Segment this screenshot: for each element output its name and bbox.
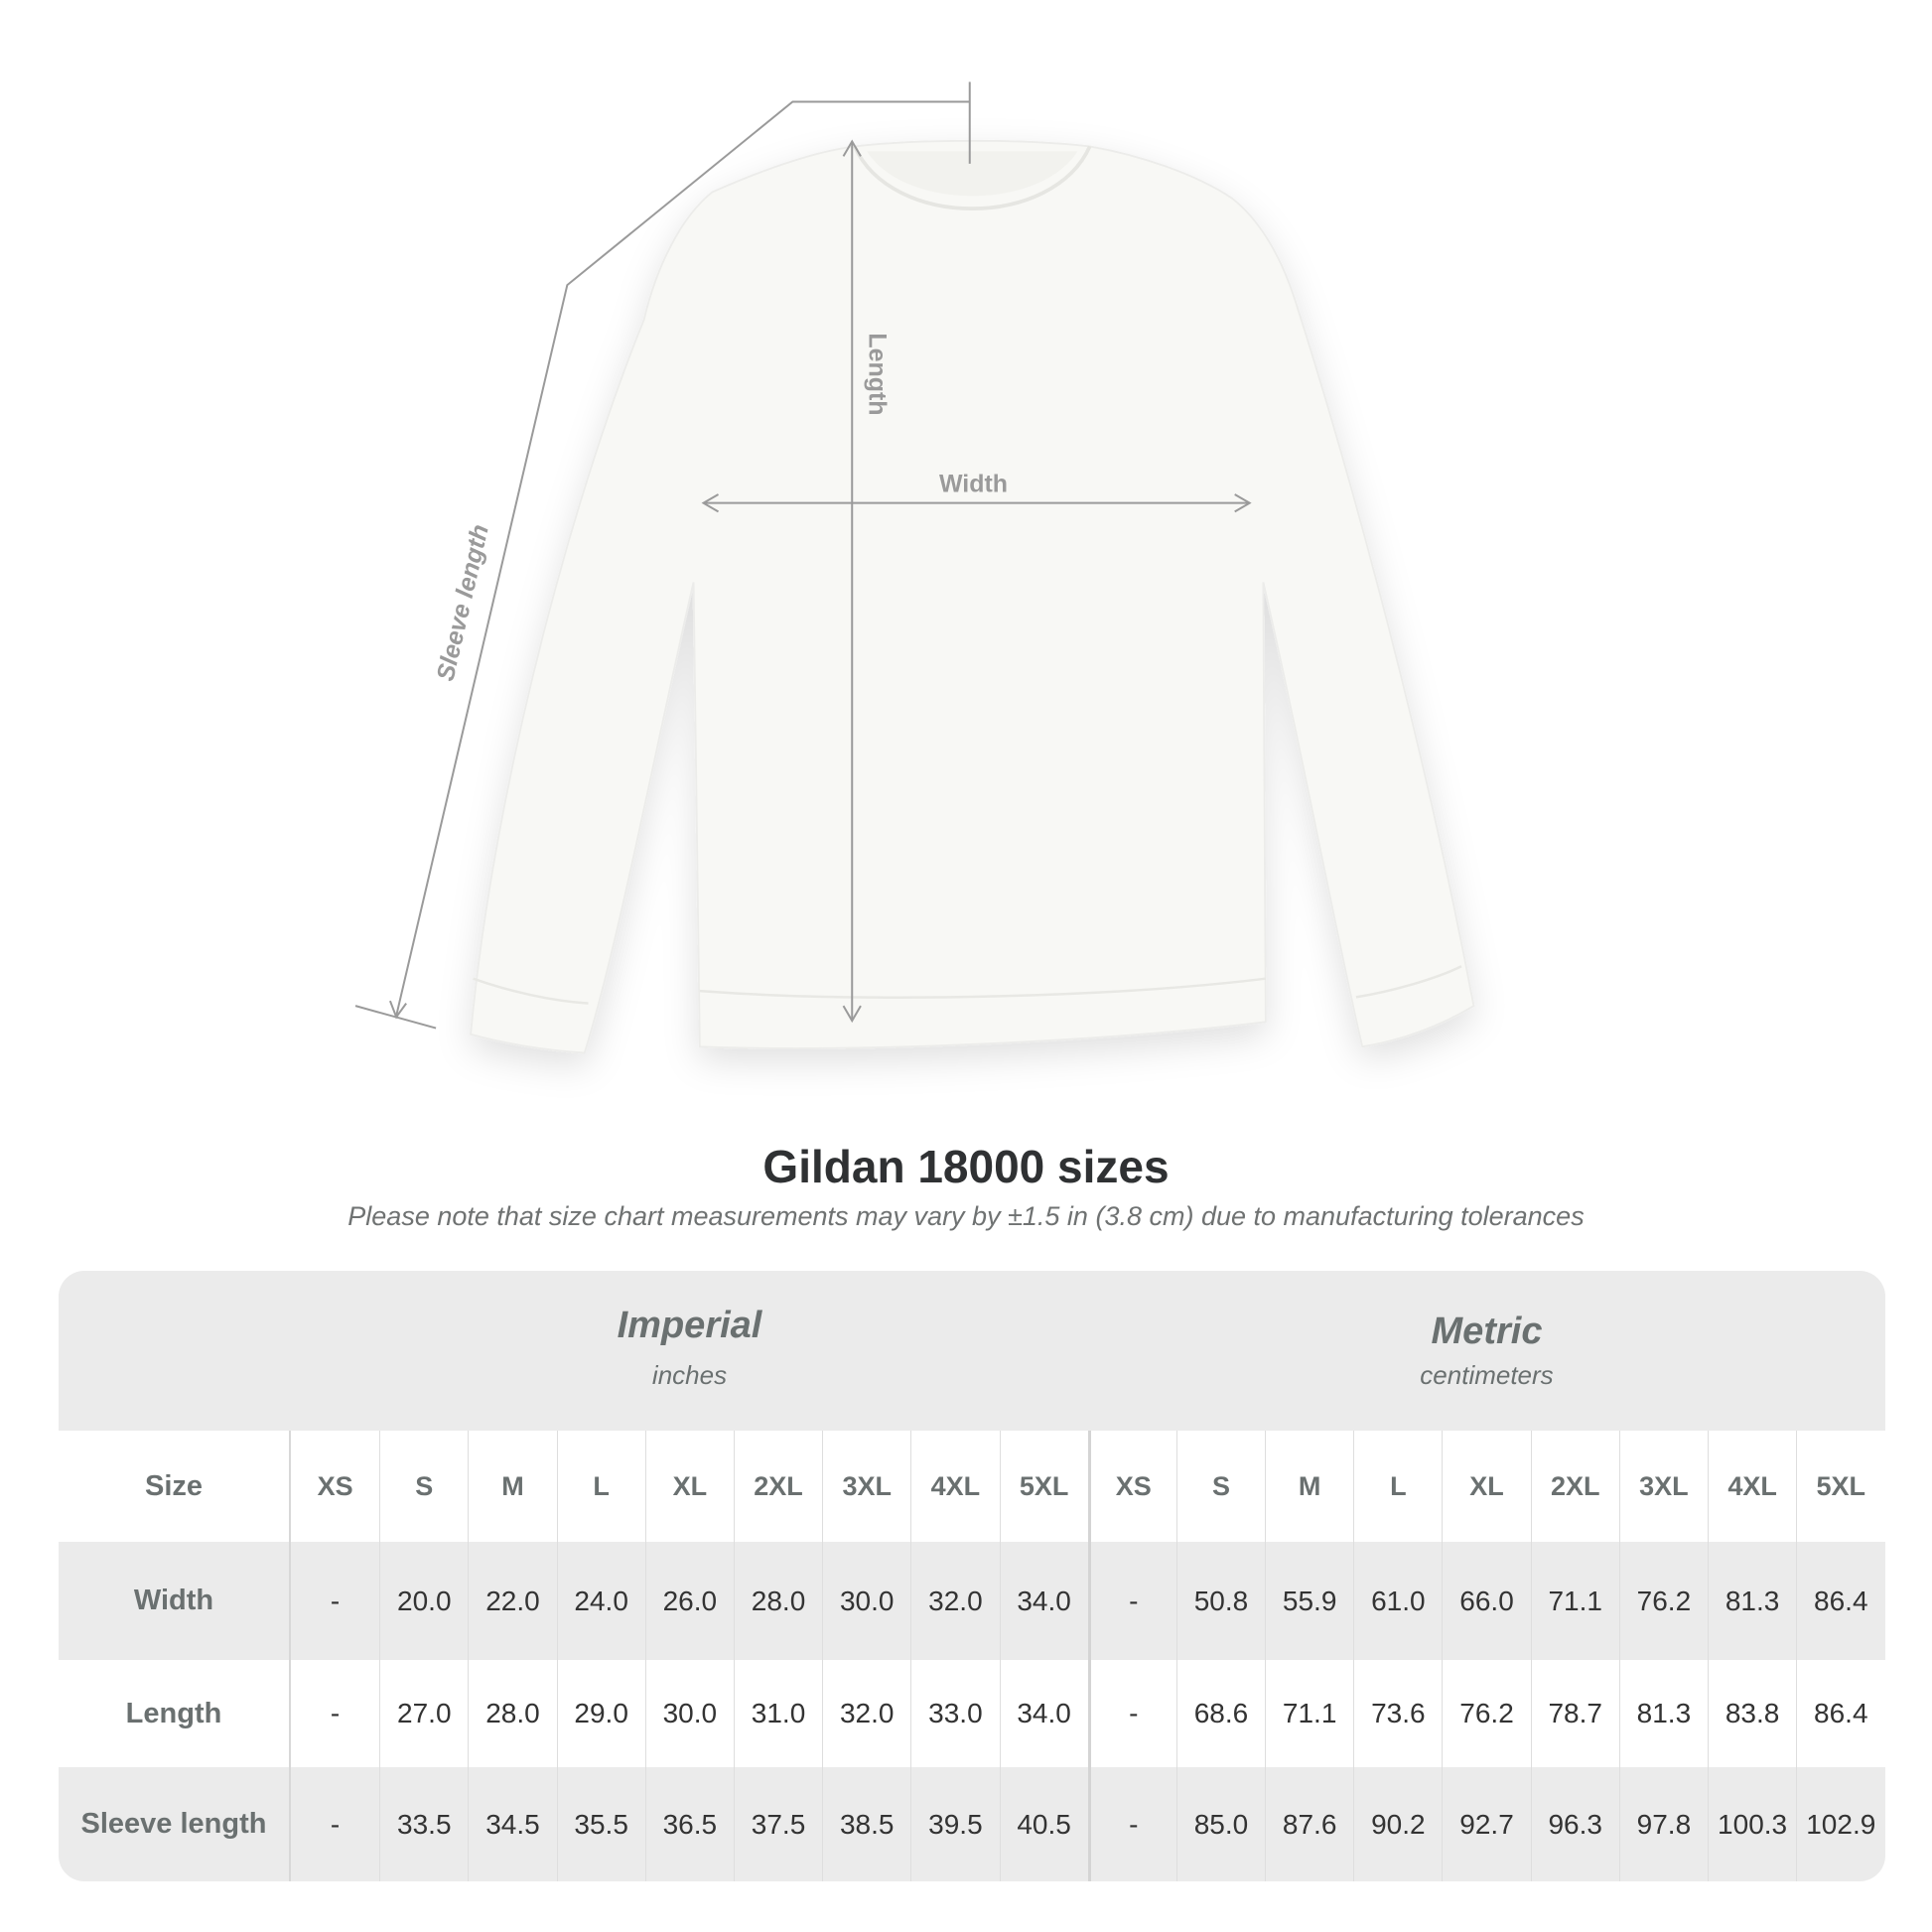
size-header-cell: 3XL (822, 1431, 910, 1542)
value-cell: 39.5 (910, 1767, 999, 1881)
header-band (59, 1271, 1885, 1431)
value-cell: 33.5 (379, 1767, 468, 1881)
size-header-row: Size XS S M L XL 2XL 3XL 4XL 5XL XS S M L XL 2XL 3XL 4XL 5… (59, 1431, 1885, 1542)
value-cell: 76.2 (1442, 1660, 1530, 1767)
value-cell: - (330, 1808, 341, 1840)
metric-header: Metric centimeters (1088, 1271, 1885, 1431)
size-header-cell: L (556, 1431, 645, 1542)
value-cell: 76.2 (1618, 1542, 1708, 1660)
table-row: Sleeve length - 33.5 34.5 35.5 36.5 37.5 38.5 39… (59, 1767, 1885, 1881)
value-cell: 90.2 (1353, 1767, 1442, 1881)
value-cell: 86.4 (1796, 1542, 1884, 1660)
value-cell: 71.1 (1530, 1542, 1619, 1660)
value-cell: 33.0 (910, 1660, 999, 1767)
metric-unit: centimeters (1420, 1360, 1554, 1390)
value-cell: 66.0 (1442, 1542, 1530, 1660)
value-cell: 100.3 (1708, 1767, 1796, 1881)
size-header-cell: XL (1442, 1431, 1530, 1542)
value-cell: 22.0 (468, 1542, 556, 1660)
size-header-cell: S (1175, 1431, 1265, 1542)
imperial-unit: inches (651, 1360, 728, 1390)
length-label: Length (864, 333, 892, 415)
value-cell: 28.0 (733, 1542, 822, 1660)
value-cell: - (1087, 1767, 1176, 1881)
row-label: Sleeve length (59, 1767, 291, 1881)
value-cell: 97.8 (1618, 1767, 1708, 1881)
value-cell: 55.9 (1265, 1542, 1353, 1660)
value-cell: - (1087, 1542, 1176, 1660)
row-label: Size (59, 1431, 291, 1542)
value-cell: 85.0 (1175, 1767, 1265, 1881)
size-header-cell: XS (317, 1470, 353, 1501)
sleeve-length-label: Sleeve length (432, 522, 494, 684)
table-row: Width -20.0 22.0 24.0 26.0 28.0 30.0 32.0 34.0-5… (59, 1542, 1885, 1660)
value-cell: 36.5 (644, 1767, 734, 1881)
value-cell: 24.0 (556, 1542, 645, 1660)
value-cell: 38.5 (822, 1767, 910, 1881)
imperial-title: Imperial (617, 1305, 762, 1346)
value-cell: - (330, 1698, 341, 1728)
row-label: Length (59, 1660, 291, 1767)
size-header-cell: 5XL (1796, 1431, 1884, 1542)
page-title: Gildan 18000 sizes (762, 1141, 1170, 1192)
value-cell: 40.5 (999, 1767, 1088, 1881)
value-cell: 20.0 (379, 1542, 468, 1660)
size-header-cell: 2XL (733, 1431, 822, 1542)
value-cell: 50.8 (1175, 1542, 1265, 1660)
sweatshirt-illustration: Length Width Sleeve length (354, 81, 1475, 1054)
value-cell: 71.1 (1265, 1660, 1353, 1767)
size-header-cell: M (1265, 1431, 1353, 1542)
value-cell: 96.3 (1530, 1767, 1619, 1881)
metric-title: Metric (1431, 1311, 1543, 1352)
value-cell: 30.0 (822, 1542, 910, 1660)
value-cell: 86.4 (1796, 1660, 1884, 1767)
value-cell: 32.0 (910, 1542, 999, 1660)
value-cell: 78.7 (1530, 1660, 1619, 1767)
size-header-cell: XS (1087, 1431, 1176, 1542)
value-cell: - (1087, 1660, 1176, 1767)
value-cell: 26.0 (644, 1542, 734, 1660)
size-header-cell: XL (644, 1431, 734, 1542)
value-cell: 28.0 (468, 1660, 556, 1767)
value-cell: 30.0 (644, 1660, 734, 1767)
tolerance-note: Please note that size chart measurements… (347, 1201, 1585, 1231)
value-cell: - (330, 1585, 341, 1616)
size-header-cell: 2XL (1530, 1431, 1619, 1542)
value-cell: 32.0 (822, 1660, 910, 1767)
value-cell: 61.0 (1353, 1542, 1442, 1660)
width-label: Width (939, 470, 1008, 497)
size-table: Imperial inches Metric centimeters Size X… (59, 1271, 1885, 1881)
value-cell: 35.5 (556, 1767, 645, 1881)
value-cell: 27.0 (379, 1660, 468, 1767)
size-header-cell: S (379, 1431, 468, 1542)
size-header-cell: 3XL (1618, 1431, 1708, 1542)
value-cell: 92.7 (1442, 1767, 1530, 1881)
table-row: Length -27.0 28.0 29.0 30.0 31.0 32.0 33.0 34.0-… (59, 1660, 1885, 1767)
sweatshirt (470, 139, 1475, 1054)
size-header-cell: 4XL (1708, 1431, 1796, 1542)
value-cell: 29.0 (556, 1660, 645, 1767)
size-header-cell: 4XL (910, 1431, 999, 1542)
value-cell: 87.6 (1265, 1767, 1353, 1881)
value-cell: 81.3 (1618, 1660, 1708, 1767)
value-cell: 83.8 (1708, 1660, 1796, 1767)
value-cell: 37.5 (733, 1767, 822, 1881)
value-cell: 34.5 (468, 1767, 556, 1881)
value-cell: 34.0 (999, 1660, 1088, 1767)
value-cell: 73.6 (1353, 1660, 1442, 1767)
value-cell: 34.0 (999, 1542, 1088, 1660)
size-header-cell: M (468, 1431, 556, 1542)
value-cell: 81.3 (1708, 1542, 1796, 1660)
value-cell: 102.9 (1796, 1767, 1884, 1881)
size-header-cell: L (1353, 1431, 1442, 1542)
value-cell: 68.6 (1175, 1660, 1265, 1767)
row-label: Width (59, 1542, 291, 1660)
size-header-cell: 5XL (999, 1431, 1088, 1542)
measurement-lines (354, 81, 1252, 1030)
row-band (59, 1542, 1885, 1660)
imperial-header: Imperial inches (291, 1271, 1088, 1431)
row-band (59, 1767, 1885, 1881)
value-cell: 31.0 (733, 1660, 822, 1767)
